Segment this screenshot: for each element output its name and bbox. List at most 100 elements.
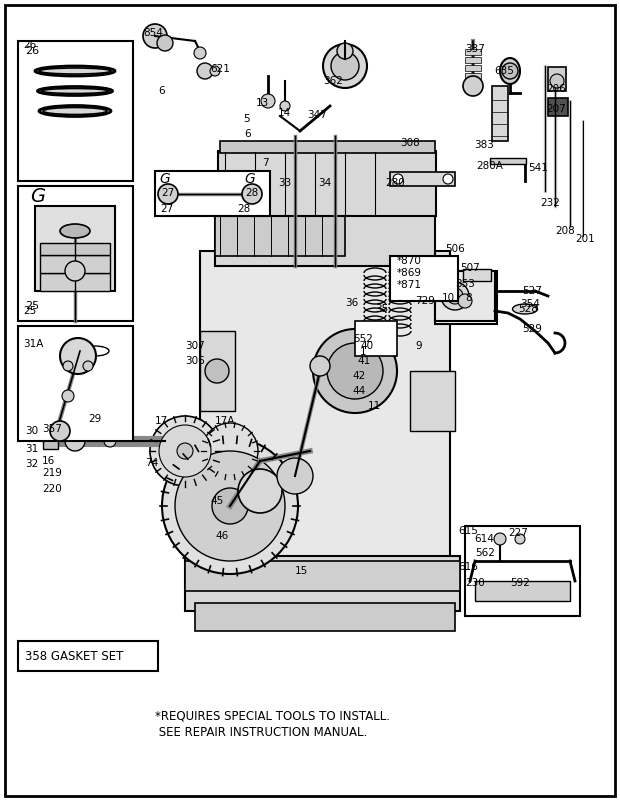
Text: 347: 347: [307, 110, 327, 120]
Circle shape: [323, 44, 367, 88]
Circle shape: [261, 94, 275, 108]
Text: 358 GASKET SET: 358 GASKET SET: [25, 650, 123, 662]
Text: 230: 230: [465, 578, 485, 588]
Circle shape: [177, 443, 193, 459]
Text: 6: 6: [158, 86, 165, 96]
Text: 28: 28: [246, 188, 259, 198]
Text: 201: 201: [575, 234, 595, 244]
Text: 206: 206: [546, 84, 565, 94]
Text: 31A: 31A: [23, 339, 43, 349]
Text: 280: 280: [385, 178, 405, 188]
Circle shape: [83, 361, 93, 371]
Circle shape: [393, 174, 403, 184]
Text: 33: 33: [278, 178, 291, 188]
Text: 219: 219: [42, 468, 62, 478]
Bar: [390, 256, 458, 301]
Text: 383: 383: [474, 140, 494, 150]
Text: 552: 552: [353, 334, 373, 344]
Text: 506: 506: [445, 244, 465, 254]
Text: 729: 729: [415, 296, 435, 306]
Ellipse shape: [39, 106, 111, 116]
Circle shape: [463, 76, 483, 96]
Text: 227: 227: [508, 528, 528, 538]
Text: 592: 592: [510, 578, 530, 588]
Bar: [18, 41, 133, 181]
Circle shape: [205, 359, 229, 383]
Ellipse shape: [43, 107, 107, 115]
Text: 29: 29: [88, 414, 101, 424]
Bar: [40, 243, 110, 255]
Circle shape: [313, 329, 397, 413]
Bar: [548, 98, 568, 116]
Text: 562: 562: [475, 548, 495, 558]
Text: G: G: [30, 187, 45, 206]
Text: 32: 32: [25, 459, 38, 469]
Text: 46: 46: [215, 531, 228, 541]
Ellipse shape: [39, 68, 111, 74]
Bar: [435, 271, 497, 324]
Text: 27: 27: [160, 204, 173, 214]
Text: 529: 529: [522, 324, 542, 334]
Circle shape: [443, 174, 453, 184]
Text: 616: 616: [458, 562, 478, 572]
Bar: [18, 641, 158, 671]
Text: 34: 34: [318, 178, 331, 188]
Ellipse shape: [35, 66, 115, 76]
Bar: [218, 151, 436, 216]
Bar: [35, 206, 115, 291]
Bar: [390, 172, 455, 186]
Bar: [410, 371, 455, 431]
Text: 41: 41: [357, 356, 370, 366]
Circle shape: [175, 451, 285, 561]
Circle shape: [63, 361, 73, 371]
Circle shape: [242, 184, 262, 204]
Bar: [195, 603, 455, 631]
Bar: [465, 49, 481, 55]
Bar: [215, 216, 345, 256]
Circle shape: [104, 435, 116, 447]
Ellipse shape: [42, 88, 108, 94]
Bar: [200, 251, 450, 571]
Text: 527: 527: [522, 286, 542, 296]
Ellipse shape: [81, 346, 109, 356]
Circle shape: [310, 356, 330, 376]
Text: 207: 207: [546, 104, 565, 114]
Text: 357: 357: [42, 424, 62, 434]
Bar: [185, 556, 460, 611]
Circle shape: [158, 184, 178, 204]
Text: 621: 621: [210, 64, 230, 74]
Circle shape: [502, 63, 518, 79]
Text: 353: 353: [455, 279, 475, 289]
Text: 306: 306: [185, 356, 205, 366]
Text: 10: 10: [441, 293, 454, 303]
Text: 25: 25: [25, 301, 39, 311]
Text: 208: 208: [555, 226, 575, 236]
Text: 27: 27: [161, 188, 175, 198]
Text: 232: 232: [540, 198, 560, 208]
Text: 5: 5: [243, 114, 250, 124]
Text: 541: 541: [528, 163, 548, 173]
Circle shape: [65, 261, 85, 281]
Text: 614: 614: [474, 534, 494, 544]
Text: 16: 16: [42, 456, 55, 466]
Circle shape: [238, 469, 282, 513]
Text: 635: 635: [494, 66, 514, 76]
Text: 40: 40: [360, 341, 373, 351]
Text: 15: 15: [295, 566, 308, 576]
Text: *REQUIRES SPECIAL TOOLS TO INSTALL.: *REQUIRES SPECIAL TOOLS TO INSTALL.: [155, 710, 390, 723]
Bar: [18, 326, 133, 441]
Text: 36: 36: [345, 298, 358, 308]
Circle shape: [331, 52, 359, 80]
Bar: [548, 67, 566, 91]
Text: 1: 1: [360, 347, 366, 357]
Text: 74: 74: [145, 458, 158, 468]
Text: 9: 9: [415, 341, 422, 351]
Bar: [200, 331, 235, 411]
Circle shape: [327, 343, 383, 399]
Ellipse shape: [500, 58, 520, 84]
Bar: [465, 65, 481, 71]
Circle shape: [212, 488, 248, 524]
Text: 854: 854: [143, 28, 163, 38]
Text: 44: 44: [352, 386, 365, 396]
Circle shape: [143, 24, 167, 48]
